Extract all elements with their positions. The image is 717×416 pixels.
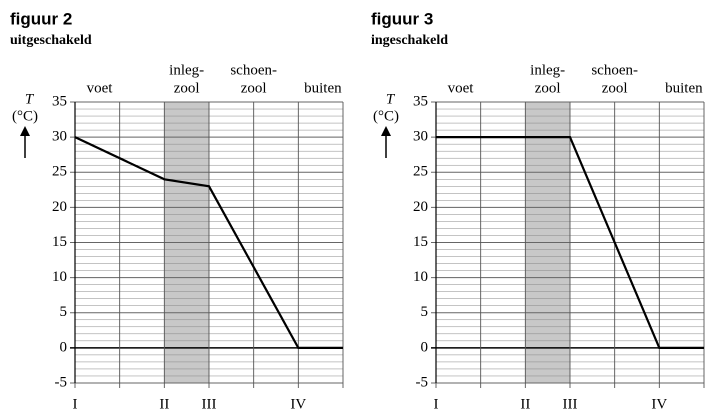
y-tick-label: 10 [52, 269, 67, 285]
y-label: T [25, 91, 35, 107]
y-tick-label: 35 [52, 93, 67, 109]
line [74, 136, 343, 349]
y-label: T [386, 91, 396, 107]
x-tick-label: IV [651, 396, 667, 412]
chart-title: figuur 3 [371, 9, 433, 28]
y-tick-label: -5 [55, 374, 68, 390]
y-tick-label: 30 [413, 129, 428, 145]
chart-title: figuur 2 [10, 9, 72, 28]
region-label: schoen- [591, 62, 638, 78]
region-label: zool [241, 80, 267, 96]
region-label: inleg- [530, 62, 565, 78]
x-tick-label: I [73, 396, 78, 412]
y-tick-label: 25 [413, 164, 428, 180]
y-unit: (°C) [12, 108, 38, 124]
y-tick-label: 20 [52, 199, 67, 215]
region-label: zool [602, 80, 628, 96]
region-label: buiten [304, 80, 342, 96]
region-label: voet [448, 80, 475, 96]
y-tick-label: 5 [60, 304, 68, 320]
line [436, 136, 704, 349]
chart-subtitle: uitgeschakeld [10, 33, 92, 48]
x-tick-label: III [563, 396, 578, 412]
x-tick-label: III [202, 396, 217, 412]
region-label: inleg- [169, 62, 204, 78]
y-tick-label: 25 [52, 164, 67, 180]
x-tick-label: I [434, 396, 439, 412]
y-tick-label: 20 [413, 199, 428, 215]
y-arrow-head [381, 126, 391, 136]
region-label: schoen- [230, 62, 277, 78]
x-tick-label: II [520, 396, 530, 412]
region-label: zool [174, 80, 200, 96]
y-unit: (°C) [373, 108, 399, 124]
x-tick-label: II [159, 396, 169, 412]
y-tick-label: 15 [413, 234, 428, 250]
y-tick-label: 30 [52, 129, 67, 145]
region-label: buiten [665, 80, 703, 96]
y-tick-label: 0 [60, 339, 68, 355]
y-tick-label: 0 [421, 339, 429, 355]
x-tick-label: IV [290, 396, 306, 412]
y-tick-label: -5 [416, 374, 429, 390]
region-label: voet [87, 80, 114, 96]
y-arrow-head [20, 126, 30, 136]
chart-subtitle: ingeschakeld [371, 33, 448, 48]
region-label: zool [535, 80, 561, 96]
y-tick-label: 10 [413, 269, 428, 285]
y-tick-label: 5 [421, 304, 429, 320]
y-tick-label: 35 [413, 93, 428, 109]
y-tick-label: 15 [52, 234, 67, 250]
